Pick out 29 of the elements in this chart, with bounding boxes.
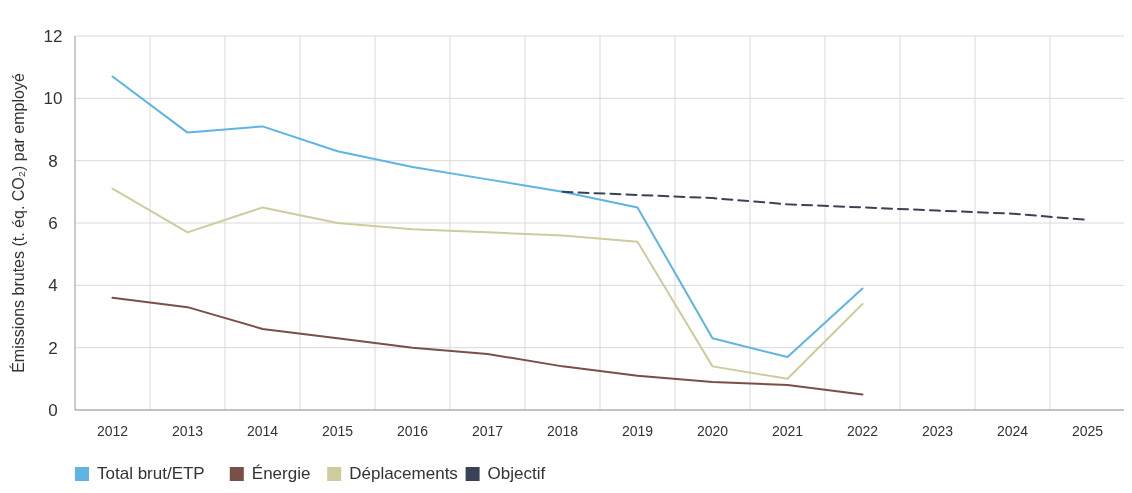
line-series [111,296,864,396]
y-tick-label: 2 [48,338,58,358]
y-tick-label: 0 [48,400,58,420]
line-series [111,187,864,380]
legend-label: Énergie [251,464,311,483]
line-series [111,75,864,359]
y-axis-title: Émissions brutes (t. éq. CO₂) par employé [9,73,27,373]
y-tick-label: 6 [48,213,58,233]
x-tick-label: 2023 [921,423,954,439]
legend-label: Objectif [487,464,546,483]
x-tick-label: 2025 [1071,423,1104,439]
x-tick-label: 2016 [396,423,429,439]
x-tick-label: 2013 [171,423,204,439]
x-tick-label: 2021 [771,423,804,439]
x-tick-label: 2014 [246,423,279,439]
x-tick-label: 2022 [846,423,879,439]
x-tick-label: 2012 [96,423,129,439]
x-tick-label: 2024 [996,423,1029,439]
y-tick-label: 8 [48,151,58,171]
x-tick-label: 2019 [621,423,654,439]
x-tick-label: 2015 [321,423,354,439]
y-tick-label: 10 [43,89,63,109]
y-tick-label: 12 [43,26,63,46]
x-tick-label: 2018 [546,423,579,439]
legend-label: Total brut/ETP [97,464,205,483]
x-tick-label: 2020 [696,423,729,439]
y-tick-label: 4 [48,276,58,296]
x-tick-label: 2017 [471,423,504,439]
legend-label: Déplacements [349,464,458,483]
